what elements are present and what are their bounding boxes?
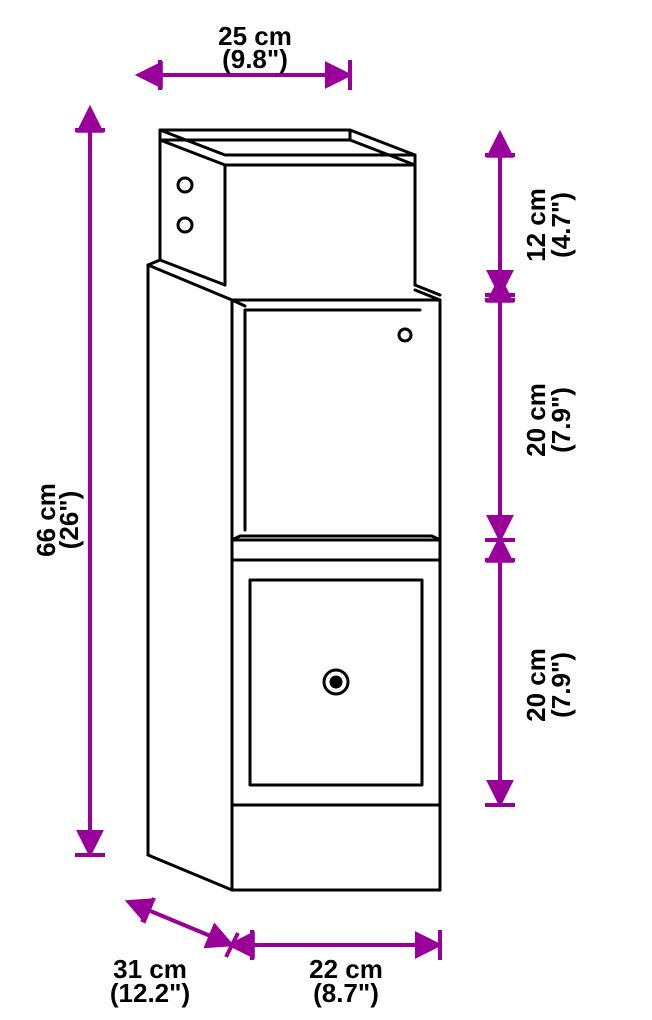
dim-mid-in: (7.9") xyxy=(546,387,576,453)
dim-total-h-in: (26") xyxy=(54,491,84,550)
dim-base-depth-in: (12.2") xyxy=(110,978,190,1008)
dimension-text: 25 cm (9.8") 66 cm (26") 12 cm (4.7") 20… xyxy=(31,21,576,1008)
dim-upper-12 xyxy=(485,155,515,295)
cabinet-outline xyxy=(148,130,440,890)
dim-top-depth-in: (9.8") xyxy=(222,44,288,74)
dim-base-width-in: (8.7") xyxy=(313,978,379,1008)
dimension-lines xyxy=(75,60,515,960)
cabinet-dimension-diagram: 25 cm (9.8") 66 cm (26") 12 cm (4.7") 20… xyxy=(0,0,652,1020)
dim-mid-20 xyxy=(485,300,515,540)
dim-upper-in: (4.7") xyxy=(546,192,576,258)
dim-lower-in: (7.9") xyxy=(546,652,576,718)
dim-lower-20 xyxy=(485,560,515,805)
dim-base-depth xyxy=(142,898,238,957)
